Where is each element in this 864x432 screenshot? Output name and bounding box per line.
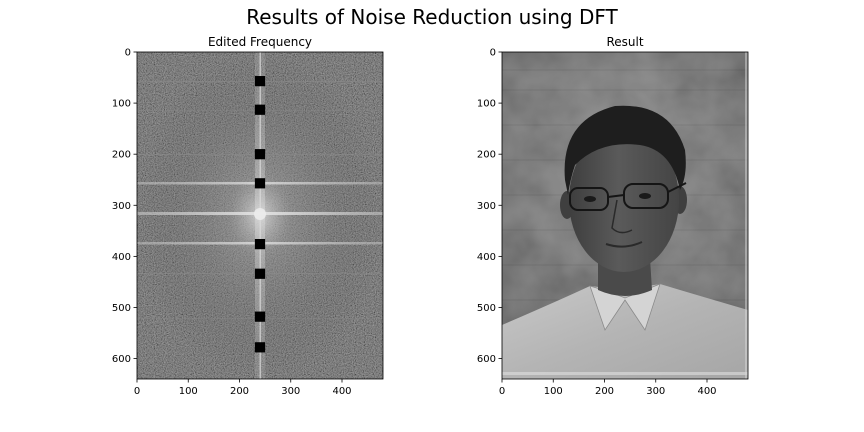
- axes-title-right: Result: [606, 35, 643, 49]
- axes-frame-right: [501, 51, 749, 380]
- y-tick-label-left-200: 200: [112, 150, 131, 161]
- spectrum-image: [137, 52, 383, 379]
- x-tick-label-left-200: 200: [230, 386, 249, 397]
- x-tick-label-right-400: 400: [697, 386, 716, 397]
- y-tick-label-right-600: 600: [477, 354, 496, 365]
- notch-mask-6: [254, 268, 266, 279]
- y-tick-label-left-0: 0: [125, 48, 131, 59]
- axes-edited-frequency: Edited Frequency 0 100 2: [112, 35, 384, 398]
- y-tick-label-left-300: 300: [112, 201, 131, 212]
- axes-title-left: Edited Frequency: [208, 35, 312, 49]
- x-tick-label-right-300: 300: [646, 386, 665, 397]
- y-tick-label-right-200: 200: [477, 150, 496, 161]
- x-tick-label-right-200: 200: [595, 386, 614, 397]
- x-tick-label-left-300: 300: [281, 386, 300, 397]
- y-tick-label-left-100: 100: [112, 99, 131, 110]
- y-tick-label-right-100: 100: [477, 99, 496, 110]
- y-tick-label-right-500: 500: [477, 303, 496, 314]
- notch-mask-1: [254, 76, 266, 87]
- x-tick-label-left-100: 100: [179, 386, 198, 397]
- axes-frame-left: [136, 51, 384, 380]
- y-tick-label-left-600: 600: [112, 354, 131, 365]
- notch-mask-5: [254, 239, 266, 250]
- ticks-left: 0 100 200 300 400 0 100 200 300 400 500 600: [112, 48, 352, 398]
- notch-mask-4: [254, 178, 266, 189]
- notch-mask-2: [254, 104, 266, 115]
- y-tick-label-right-400: 400: [477, 252, 496, 263]
- notch-mask-7: [254, 311, 266, 322]
- ticks-right: 0 100 200 300 400 0 100 200 300 400 500 600: [477, 48, 717, 398]
- y-tick-label-right-0: 0: [490, 48, 496, 59]
- notch-layer: [254, 76, 266, 353]
- y-tick-label-left-500: 500: [112, 303, 131, 314]
- x-tick-label-right-100: 100: [544, 386, 563, 397]
- notch-mask-8: [254, 342, 266, 353]
- x-tick-label-right-0: 0: [499, 386, 505, 397]
- notch-mask-3: [254, 149, 266, 160]
- y-tick-label-right-300: 300: [477, 201, 496, 212]
- x-tick-label-left-400: 400: [332, 386, 351, 397]
- y-tick-label-left-400: 400: [112, 252, 131, 263]
- result-image: [502, 52, 748, 379]
- figure-suptitle: Results of Noise Reduction using DFT: [246, 5, 618, 29]
- x-tick-label-left-0: 0: [134, 386, 140, 397]
- axes-result: Result: [477, 35, 749, 398]
